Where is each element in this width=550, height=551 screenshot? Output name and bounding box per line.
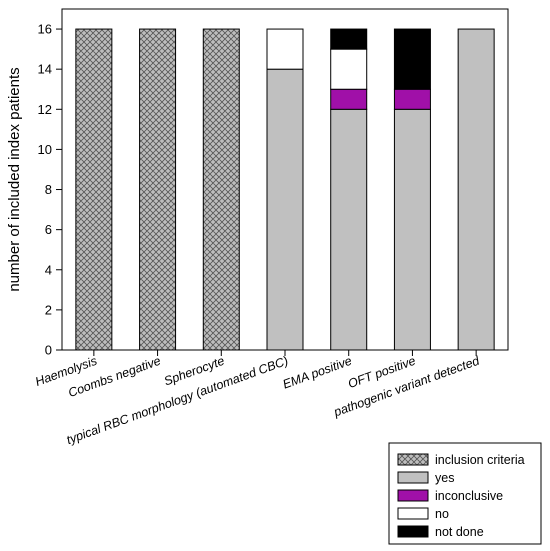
- y-tick-label: 8: [45, 182, 52, 197]
- x-category-label: typical RBC morphology (automated CBC): [65, 354, 290, 447]
- legend-swatch-not-done: [397, 525, 429, 538]
- y-axis-title: number of included index patients: [6, 67, 23, 291]
- legend-swatch-yes: [397, 471, 429, 484]
- bar-segment-no: [266, 28, 304, 70]
- bar-segment-inclusion-criteria: [75, 28, 113, 351]
- legend-swatch-no: [397, 507, 429, 520]
- legend-label-no: no: [435, 507, 449, 521]
- legend-swatch-inconclusive: [397, 489, 429, 502]
- bar-segment-inclusion-criteria: [139, 28, 177, 351]
- bar-segment-yes: [457, 28, 495, 351]
- x-category-label: EMA positive: [281, 354, 354, 392]
- bar-segment-not-done: [330, 28, 368, 50]
- bar-segment-no: [330, 48, 368, 90]
- bar-segment-inconclusive: [330, 88, 368, 110]
- y-tick-label: 2: [45, 302, 52, 317]
- bar-segment-yes: [393, 108, 431, 351]
- legend: inclusion criteria yes inconclusive no not d…: [388, 442, 542, 545]
- y-tick-label: 14: [38, 62, 52, 77]
- y-tick-label: 6: [45, 222, 52, 237]
- bar-segment-not-done: [393, 28, 431, 90]
- legend-label-inconclusive: inconclusive: [435, 489, 503, 503]
- legend-label-inclusion-criteria: inclusion criteria: [435, 453, 525, 467]
- y-tick-label: 4: [45, 262, 52, 277]
- bar-segment-yes: [330, 108, 368, 351]
- bar-segment-inclusion-criteria: [202, 28, 240, 351]
- bar-segment-yes: [266, 68, 304, 351]
- bar-segment-inconclusive: [393, 88, 431, 110]
- legend-swatch-inclusion-criteria: [397, 453, 429, 466]
- y-tick-label: 12: [38, 102, 52, 117]
- y-tick-label: 10: [38, 142, 52, 157]
- legend-label-yes: yes: [435, 471, 454, 485]
- legend-label-not-done: not done: [435, 525, 484, 539]
- y-tick-label: 0: [45, 343, 52, 358]
- y-tick-label: 16: [38, 22, 52, 37]
